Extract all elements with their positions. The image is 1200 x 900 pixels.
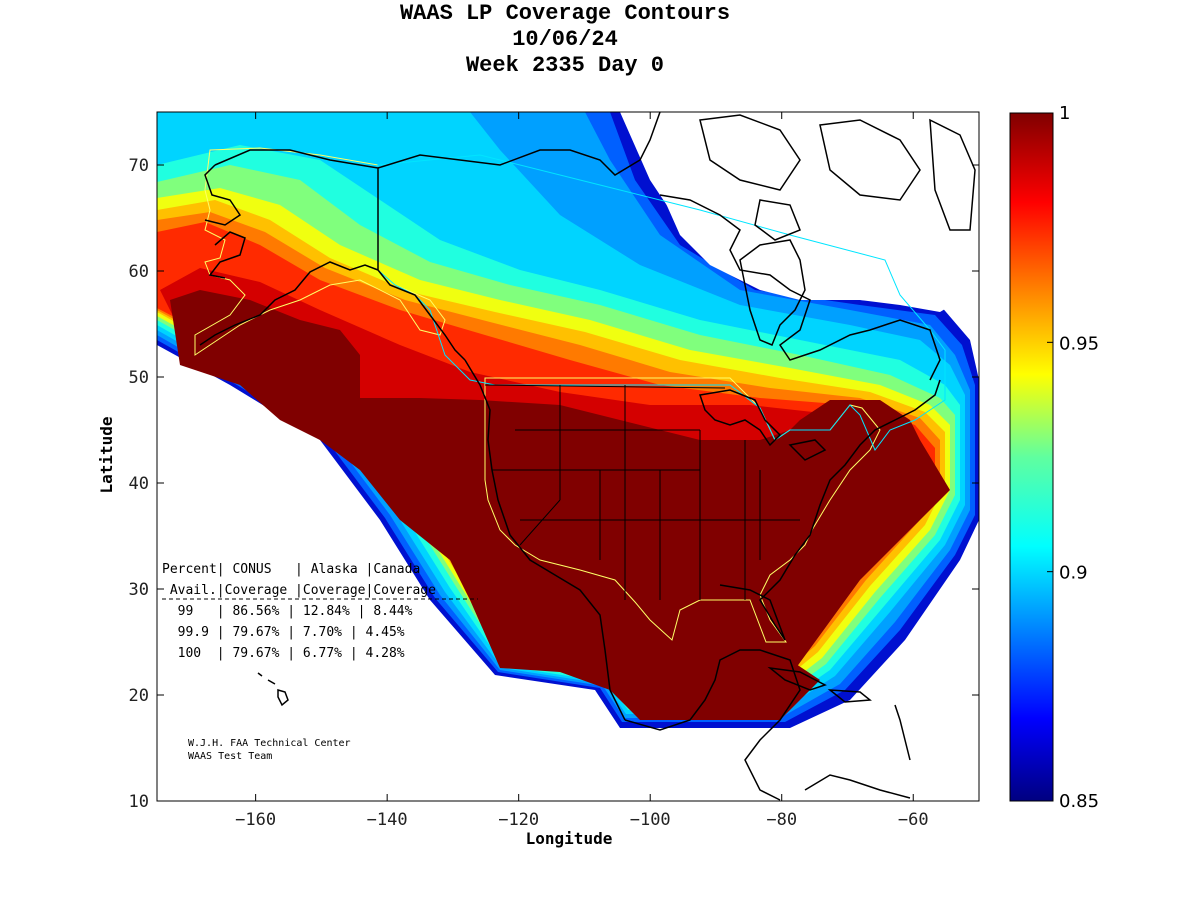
y-tick-label: 30 bbox=[129, 580, 149, 600]
table-row-100: 100 | 79.67% | 6.77% | 4.28% bbox=[162, 646, 405, 661]
colorbar-tick-label: 0.9 bbox=[1059, 563, 1088, 584]
x-tick-label: −60 bbox=[898, 810, 929, 830]
x-axis-ticks: −160 −140 −120 −100 −80 −60 bbox=[235, 112, 929, 830]
coastline-outlines bbox=[199, 112, 976, 801]
canada-arctic-coastline bbox=[377, 112, 941, 381]
y-tick-label: 40 bbox=[129, 474, 149, 494]
y-tick-label: 60 bbox=[129, 262, 149, 282]
x-tick-label: −140 bbox=[367, 810, 408, 830]
hawaii-islands bbox=[257, 672, 289, 707]
colorbar-tick-label: 0.85 bbox=[1059, 791, 1099, 812]
figure-title-date: 10/06/24 bbox=[512, 27, 618, 52]
x-tick-label: −160 bbox=[235, 810, 276, 830]
table-header-line2: Avail.|Coverage |Coverage|Coverage bbox=[162, 583, 436, 598]
colorbar bbox=[1009, 112, 1054, 802]
coverage-band-100-gulf bbox=[620, 640, 820, 720]
south-america-coast bbox=[804, 774, 911, 799]
arctic-islands bbox=[699, 114, 976, 241]
y-tick-label: 10 bbox=[129, 792, 149, 812]
figure-title-week: Week 2335 Day 0 bbox=[465, 53, 665, 78]
x-tick-label: −80 bbox=[766, 810, 797, 830]
cuba-caribbean bbox=[767, 666, 911, 761]
credit-line2: WAAS Test Team bbox=[188, 751, 272, 762]
x-tick-label: −120 bbox=[498, 810, 539, 830]
y-tick-label: 50 bbox=[129, 368, 149, 388]
y-tick-label: 70 bbox=[129, 156, 149, 176]
x-tick-label: −100 bbox=[630, 810, 671, 830]
alaska-coastline bbox=[199, 149, 466, 361]
us-state-borders bbox=[484, 384, 800, 600]
us-west-coastline bbox=[464, 359, 626, 721]
x-axis-label: Longitude bbox=[526, 829, 613, 848]
credit-line1: W.J.H. FAA Technical Center bbox=[188, 738, 351, 749]
table-row-99-9: 99.9 | 79.67% | 7.70% | 4.45% bbox=[162, 625, 405, 640]
table-header-line1: Percent| CONUS | Alaska |Canada bbox=[162, 562, 420, 577]
no-coverage-region bbox=[645, 112, 979, 312]
plot-frame bbox=[156, 111, 980, 802]
coverage-map bbox=[157, 112, 979, 801]
figure-title-line1: WAAS LP Coverage Contours bbox=[399, 1, 731, 26]
colorbar-tick-label: 0.95 bbox=[1059, 333, 1099, 354]
y-axis-label: Latitude bbox=[97, 416, 116, 493]
table-row-99: 99 | 86.56% | 12.84% | 8.44% bbox=[162, 604, 413, 619]
mexico-coastline bbox=[624, 649, 801, 801]
canada-service-volume bbox=[377, 154, 946, 451]
y-axis-ticks: 10 20 30 40 50 60 70 bbox=[129, 156, 979, 812]
y-tick-label: 20 bbox=[129, 686, 149, 706]
hudson-bay bbox=[739, 239, 806, 346]
us-gulf-east-coastline bbox=[719, 379, 941, 641]
colorbar-tick-label: 1 bbox=[1059, 103, 1070, 124]
great-lakes bbox=[699, 389, 827, 461]
colorbar-ticks: 0.85 0.9 0.95 1 bbox=[1047, 103, 1099, 812]
coverage-table: Percent| CONUS | Alaska |Canada Avail.|C… bbox=[162, 562, 478, 661]
